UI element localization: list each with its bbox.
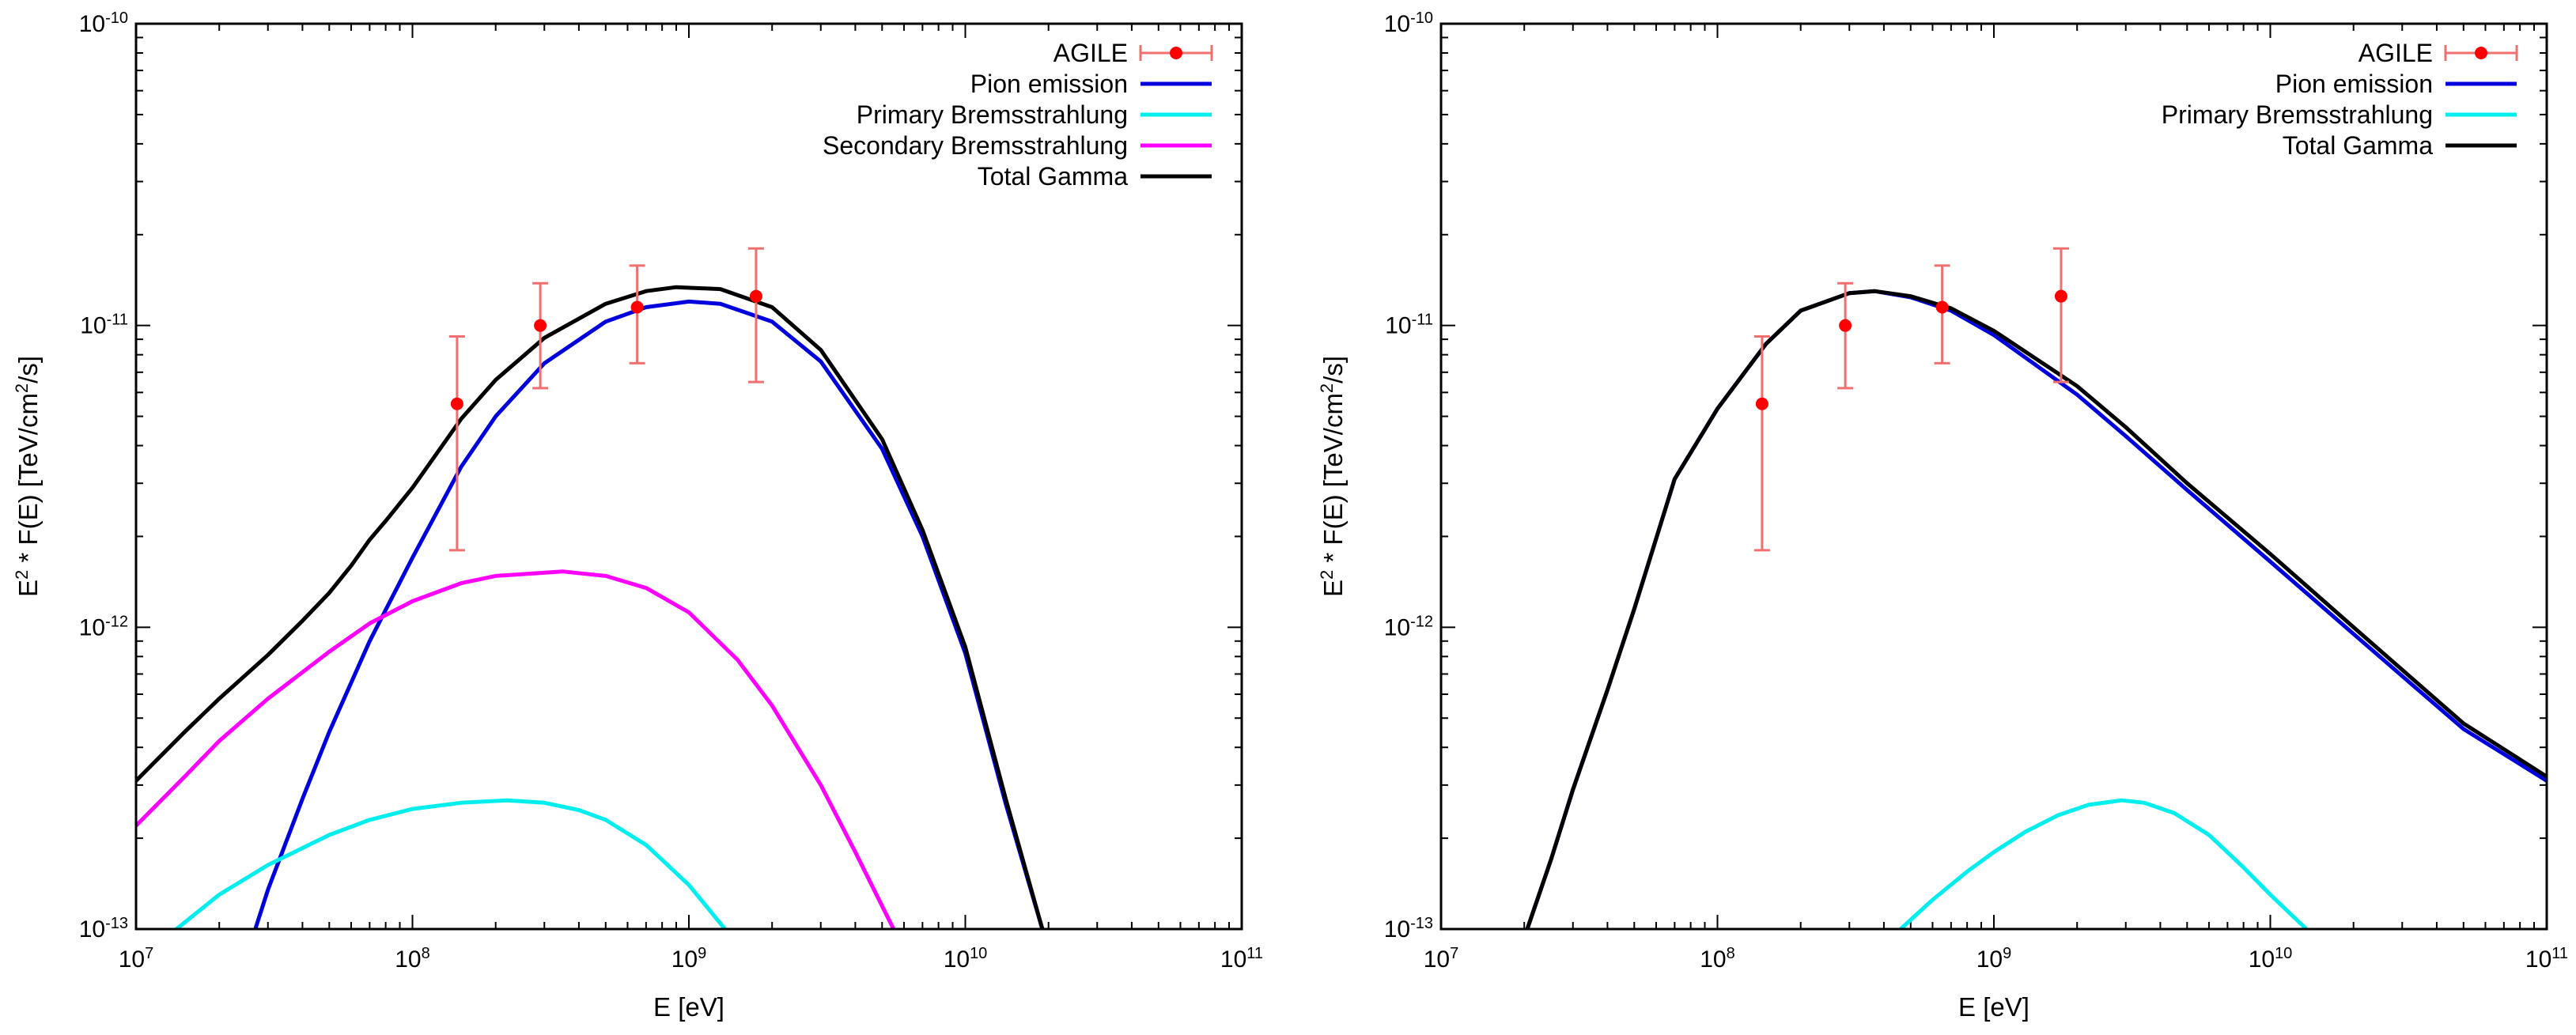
legend-label: AGILE xyxy=(1053,39,1128,67)
legend-label: Primary Bremsstrahlung xyxy=(2162,100,2433,129)
series-line-primary-bremsstrahlung xyxy=(1898,798,2309,929)
y-tick-label: 10-11 xyxy=(80,312,128,339)
x-tick-label: 1010 xyxy=(944,945,988,973)
series-line-total-gamma xyxy=(1525,289,2547,929)
data-point xyxy=(450,397,463,410)
data-point xyxy=(630,300,644,314)
legend-label: Total Gamma xyxy=(2283,131,2433,160)
legend-label: Secondary Bremsstrahlung xyxy=(823,131,1128,160)
y-tick-label: 10-10 xyxy=(79,9,128,37)
series-line-primary-bremsstrahlung xyxy=(174,798,728,929)
series-line-pion-emission xyxy=(253,299,1045,929)
legend-label: Total Gamma xyxy=(978,162,1128,191)
legend-label: Pion emission xyxy=(970,70,1128,98)
curves xyxy=(1525,289,2547,929)
series-line-pion-emission xyxy=(1525,289,2547,929)
x-tick-label: 107 xyxy=(1424,945,1459,973)
y-tick-label: 10-12 xyxy=(79,613,128,640)
data-point xyxy=(1839,319,1852,332)
legend-label: Pion emission xyxy=(2275,70,2433,98)
plot-frame xyxy=(134,22,1243,931)
x-tick-label: 108 xyxy=(395,945,430,973)
y-tick-label: 10-11 xyxy=(1385,312,1433,339)
legend-swatch-point xyxy=(2475,47,2487,59)
y-tick-label: 10-13 xyxy=(1384,915,1433,942)
y-axis-label: E2 * F(E) [TeV/cm2/s] xyxy=(12,356,44,597)
y-tick-label: 10-12 xyxy=(1384,613,1433,640)
data-point xyxy=(534,319,547,332)
series-line-total-gamma xyxy=(136,285,1045,929)
chart-panel-1: 107 108 109 1010 1011 10-13 10-12 10-11 10-10 E [… xyxy=(12,9,1264,1022)
x-tick-label: 109 xyxy=(1976,945,2012,973)
x-tick-label: 107 xyxy=(119,945,154,973)
series-line-secondary-bremsstrahlung xyxy=(136,569,896,929)
x-tick-label: 1011 xyxy=(1220,945,1263,973)
plot-frame xyxy=(1439,22,2548,931)
y-tick-label: 10-13 xyxy=(79,915,128,942)
data-point xyxy=(1755,397,1768,410)
x-tick-label: 108 xyxy=(1700,945,1735,973)
legend-swatch-point xyxy=(1170,47,1182,59)
legend-label: Primary Bremsstrahlung xyxy=(857,100,1128,129)
x-tick-label: 1011 xyxy=(2525,945,2568,973)
x-axis-label: E [eV] xyxy=(653,992,724,1022)
y-tick-label: 10-10 xyxy=(1384,9,1433,37)
x-tick-label: 1010 xyxy=(2249,945,2293,973)
x-axis-label: E [eV] xyxy=(1958,992,2029,1022)
data-point xyxy=(1935,300,1949,314)
chart-panel-2: 107 108 109 1010 1011 10-13 10-12 10-11 10-10 E [… xyxy=(1317,9,2569,1022)
curves xyxy=(136,285,1045,929)
data-point xyxy=(2054,289,2067,303)
y-axis-label: E2 * F(E) [TeV/cm2/s] xyxy=(1317,356,1349,597)
agile-points xyxy=(1753,247,2069,552)
x-tick-label: 109 xyxy=(671,945,707,973)
agile-points xyxy=(448,247,764,552)
legend-label: AGILE xyxy=(2358,39,2433,67)
data-point xyxy=(749,289,762,303)
